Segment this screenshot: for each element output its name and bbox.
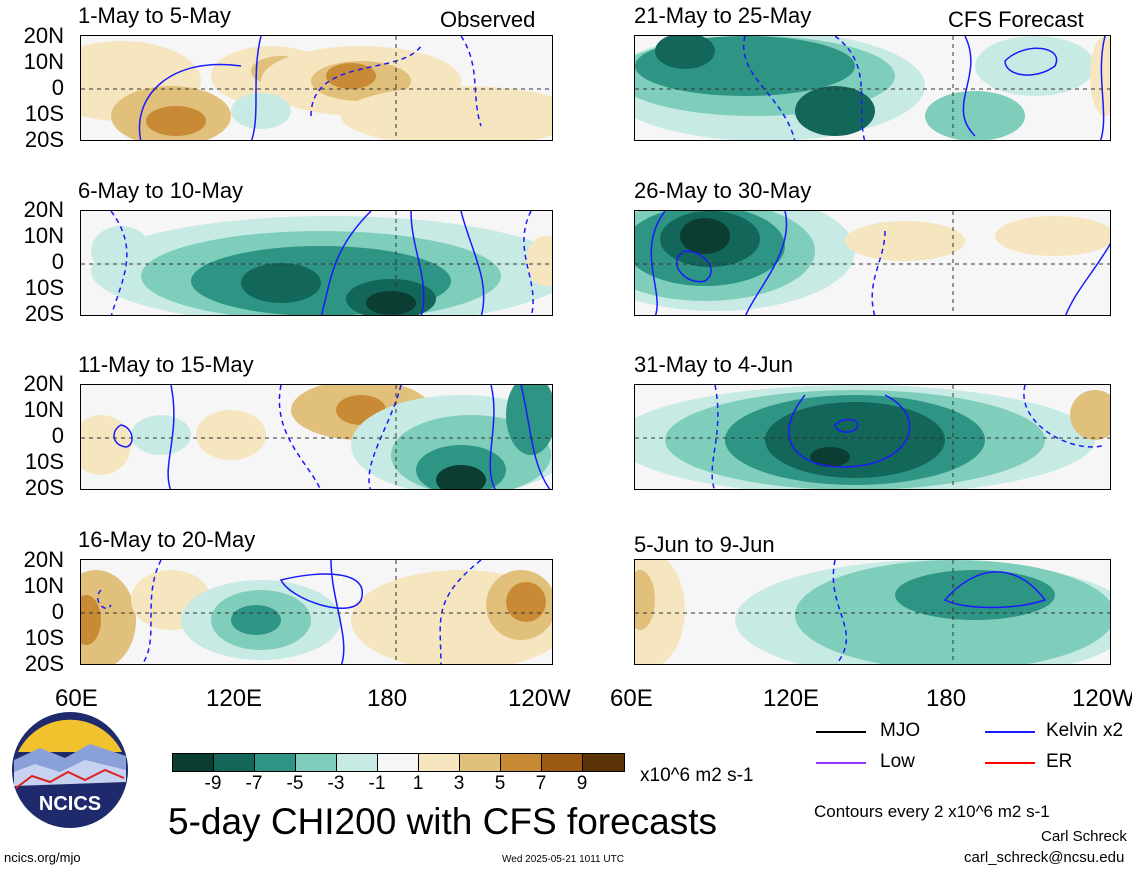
svg-text:NCICS: NCICS — [39, 793, 101, 815]
map-panel-right-2 — [634, 210, 1111, 316]
map-panel-right-4 — [634, 559, 1111, 665]
colorbar-swatch — [173, 754, 214, 771]
colorbar-swatch — [214, 754, 255, 771]
map-panel-left-1 — [80, 35, 553, 141]
panel-title-left-4: 16-May to 20-May — [78, 527, 256, 552]
colorbar-swatch — [583, 754, 624, 771]
timestamp: Wed 2025-05-21 1011 UTC — [502, 854, 624, 865]
colorbar-swatch — [501, 754, 542, 771]
panel-title-right-3: 31-May to 4-Jun — [634, 352, 793, 377]
colorbar-swatch — [542, 754, 583, 771]
colorbar-units: x10^6 m2 s-1 — [640, 765, 754, 786]
panel-title-left-3: 11-May to 15-May — [78, 352, 254, 377]
map-panel-left-2 — [80, 210, 553, 316]
legend-line-low — [816, 762, 866, 764]
map-panel-right-1 — [634, 35, 1111, 141]
page-title: 5-day CHI200 with CFS forecasts — [168, 801, 718, 842]
panel-title-right-4: 5-Jun to 9-Jun — [634, 532, 775, 557]
legend-label-er: ER — [1046, 751, 1073, 772]
contour-note: Contours every 2 x10^6 m2 s-1 — [814, 802, 1050, 821]
colorbar-swatch — [255, 754, 296, 771]
map-panel-left-4 — [80, 559, 553, 665]
panel-title-right-1: 21-May to 25-May — [634, 3, 812, 28]
legend-label-low: Low — [880, 751, 915, 772]
legend-label-mjo: MJO — [880, 720, 921, 741]
author-name: Carl Schreck — [1041, 828, 1127, 845]
legend-line-kelvin — [985, 731, 1035, 733]
observed-label: Observed — [440, 7, 536, 32]
colorbar-swatch — [378, 754, 419, 771]
panel-title-left-1: 1-May to 5-May — [78, 3, 231, 28]
map-panel-right-3 — [634, 384, 1111, 490]
colorbar-swatch — [296, 754, 337, 771]
panel-title-left-2: 6-May to 10-May — [78, 178, 244, 203]
author-email: carl_schreck@ncsu.edu — [964, 849, 1125, 866]
panel-title-right-2: 26-May to 30-May — [634, 178, 812, 203]
colorbar — [172, 753, 625, 772]
ncics-logo: NCICS — [10, 710, 130, 830]
site-link[interactable]: ncics.org/mjo — [4, 850, 81, 865]
legend-line-mjo — [816, 731, 866, 733]
legend-line-er — [985, 762, 1035, 764]
legend-label-kelvin: Kelvin x2 — [1046, 720, 1124, 741]
colorbar-swatch — [460, 754, 501, 771]
colorbar-swatch — [337, 754, 378, 771]
map-panel-left-3 — [80, 384, 553, 490]
cfs-forecast-label: CFS Forecast — [948, 7, 1084, 32]
colorbar-swatch — [419, 754, 460, 771]
